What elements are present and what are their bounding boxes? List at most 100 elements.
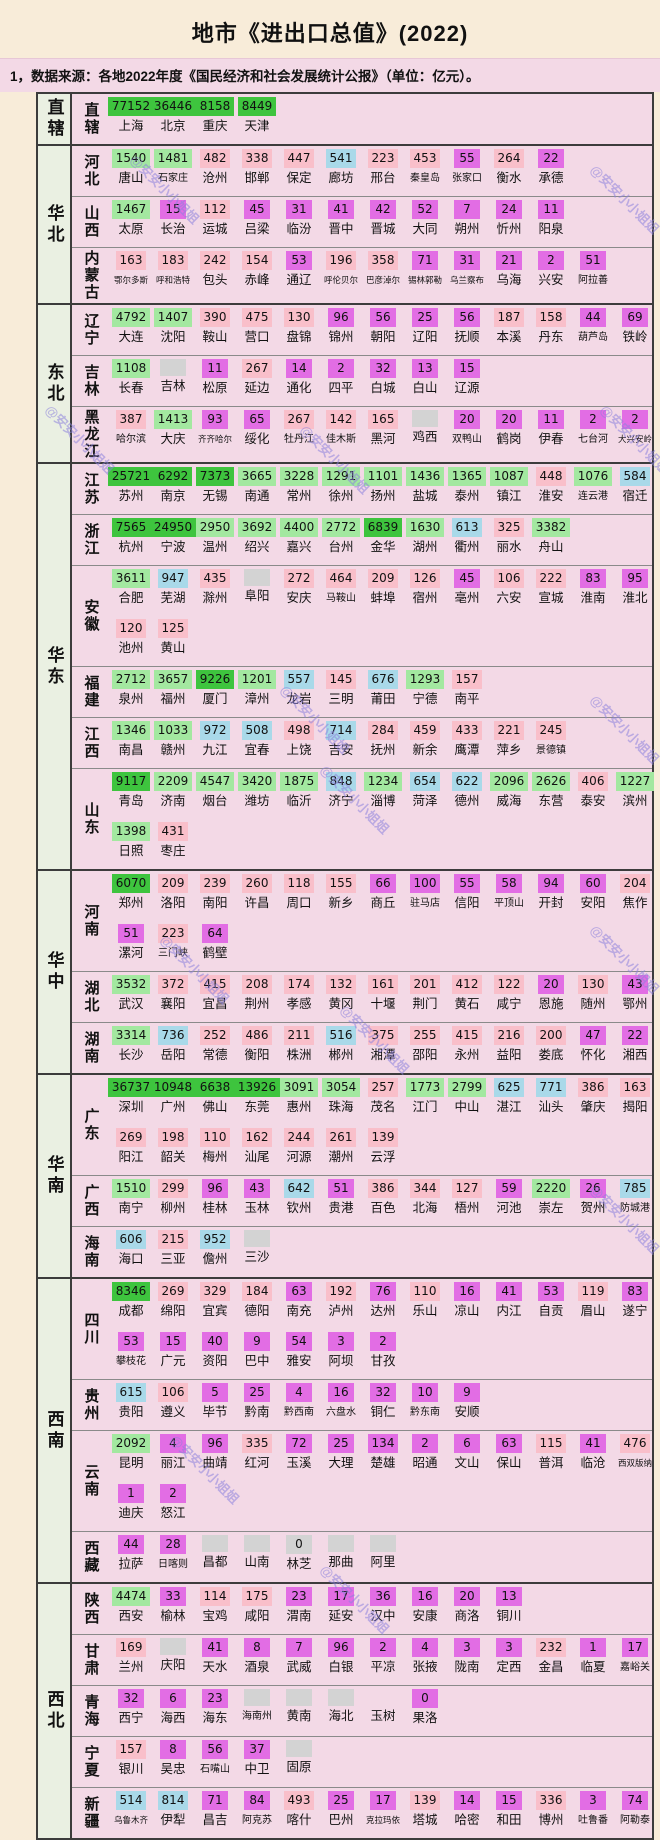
value-badge: 43 <box>244 1179 270 1198</box>
city-name: 塔城 <box>412 1813 438 1827</box>
city-name: 河源 <box>286 1150 312 1164</box>
value-badge: 3665 <box>237 467 277 486</box>
city-name: 广州 <box>160 1100 186 1114</box>
city-name: 百色 <box>370 1201 396 1215</box>
city-name: 赣州 <box>160 743 186 757</box>
city-cell: 260 许昌 <box>236 874 278 911</box>
city-row: 1467 太原 15 长治 112 运城 45 吕梁 31 临汾 41 晋中 42 晋城 52 大同 7 朔州 24… <box>110 197 652 247</box>
city-name: 齐齐哈尔 <box>197 434 232 444</box>
city-name: 营口 <box>244 330 270 344</box>
city-name: 龙岩 <box>286 692 312 706</box>
value-badge: 74 <box>622 1791 648 1810</box>
region-label: 华东 <box>38 464 72 869</box>
city-name: 吕梁 <box>244 222 270 236</box>
province-label: 直辖 <box>82 102 100 136</box>
city-cell: 2772 台州 <box>320 518 362 555</box>
value-badge: 25 <box>328 1791 354 1810</box>
city-cell: 53 攀枝花 <box>110 1332 152 1369</box>
value-badge <box>244 569 270 586</box>
city-cell: 4 丽江 <box>152 1434 194 1471</box>
city-cell: 33 榆林 <box>152 1587 194 1624</box>
city-name: 漯河 <box>118 946 144 960</box>
city-name: 张家口 <box>452 173 482 184</box>
city-name: 那曲 <box>328 1555 354 1569</box>
city-cell: 17 克拉玛依 <box>362 1791 404 1828</box>
value-badge: 4474 <box>111 1587 151 1606</box>
city-cell: 7 武威 <box>278 1638 320 1675</box>
city-cell: 516 郴州 <box>320 1026 362 1063</box>
city-name: 桂林 <box>202 1201 228 1215</box>
city-cell: 16 凉山 <box>446 1282 488 1319</box>
city-cell: 2096 威海 <box>488 772 530 809</box>
value-badge: 31 <box>454 251 480 270</box>
city-name: 邢台 <box>370 171 396 185</box>
city-name: 达州 <box>370 1304 396 1318</box>
value-badge: 23 <box>202 1689 228 1708</box>
city-name: 江门 <box>412 1100 438 1114</box>
city-name: 锦州 <box>328 330 354 344</box>
value-badge: 72 <box>286 1434 312 1453</box>
city-name: 鹰潭 <box>454 743 480 757</box>
value-badge: 267 <box>241 359 273 378</box>
city-name: 焦作 <box>622 896 648 910</box>
city-cell: 1773 江门 <box>404 1078 446 1115</box>
city-cell: 2 七台河 <box>572 410 614 447</box>
city-cell: 43 玉林 <box>236 1179 278 1216</box>
value-badge: 6 <box>454 1434 480 1453</box>
city-name: 绍兴 <box>244 540 270 554</box>
city-row: 163 鄂尔多斯 183 呼和浩特 242 包头 154 赤峰 53 通辽 196 呼伦贝尔 358 巴彦… <box>110 248 652 298</box>
city-cell: 329 宜宾 <box>194 1282 236 1319</box>
city-cell: 3 吐鲁番 <box>572 1791 614 1828</box>
city-cell: 2092 昆明 <box>110 1434 152 1471</box>
city-cell: 338 邯郸 <box>236 149 278 186</box>
city-name: 永州 <box>454 1048 480 1062</box>
city-cell: 154 赤峰 <box>236 251 278 288</box>
value-badge: 2626 <box>531 772 571 791</box>
value-badge <box>160 1638 186 1655</box>
province-row: 吉林 1108 长春 吉林 11 松原 267 延边 14 通化 2 四平 32 白城 13 白山 15 辽源 <box>72 355 652 406</box>
city-cell: 242 包头 <box>194 251 236 288</box>
city-cell: 2950 温州 <box>194 518 236 555</box>
city-cell: 814 伊犁 <box>152 1791 194 1828</box>
city-name: 揭阳 <box>622 1100 648 1114</box>
city-name: 兰州 <box>118 1660 144 1674</box>
city-name: 鄂尔多斯 <box>113 275 148 285</box>
province-row: 内蒙古 163 鄂尔多斯 183 呼和浩特 242 包头 154 赤峰 53 通辽 196 呼伦贝尔 35… <box>72 247 652 303</box>
city-name: 广元 <box>160 1354 186 1368</box>
city-name: 黄南 <box>286 1709 312 1723</box>
city-name: 自贡 <box>538 1304 564 1318</box>
city-name: 陇南 <box>454 1660 480 1674</box>
city-name: 六盘水 <box>326 1407 356 1418</box>
city-name: 临夏 <box>580 1660 606 1674</box>
region-label: 东北 <box>38 305 72 462</box>
province-row: 海南 606 海口 215 三亚 952 儋州 三沙 <box>72 1226 652 1277</box>
city-cell: 15 和田 <box>488 1791 530 1828</box>
value-badge: 10 <box>412 1383 438 1402</box>
value-badge: 51 <box>328 1179 354 1198</box>
value-badge: 161 <box>367 975 399 994</box>
value-badge: 42 <box>370 200 396 219</box>
value-badge: 8158 <box>195 97 235 116</box>
city-name: 西双版纳 <box>617 1458 652 1468</box>
city-name: 武汉 <box>118 997 144 1011</box>
city-cell: 83 遂宁 <box>614 1282 656 1319</box>
value-badge: 482 <box>199 149 231 168</box>
city-name: 昭通 <box>412 1456 438 1470</box>
city-name: 贵港 <box>328 1201 354 1215</box>
city-row: 1540 唐山 1481 石家庄 482 沧州 338 邯郸 447 保定 541 廊坊 223 邢台 45… <box>110 146 652 196</box>
value-badge: 1234 <box>363 772 403 791</box>
city-cell: 686铜陵 <box>656 569 660 606</box>
city-name: 玉溪 <box>286 1456 312 1470</box>
value-badge: 1346 <box>111 721 151 740</box>
value-badge: 2092 <box>111 1434 151 1453</box>
city-cell: 2 四平 <box>320 359 362 396</box>
city-cell: 184 德阳 <box>236 1282 278 1319</box>
value-badge: 125 <box>157 619 189 638</box>
city-cell: 6070 郑州 <box>110 874 152 911</box>
value-badge: 52 <box>412 200 438 219</box>
value-badge: 1436 <box>405 467 445 486</box>
value-badge: 209 <box>157 874 189 893</box>
city-name: 大兴安岭 <box>617 434 652 444</box>
value-badge: 642 <box>283 1179 315 1198</box>
region-label: 华北 <box>38 146 72 303</box>
